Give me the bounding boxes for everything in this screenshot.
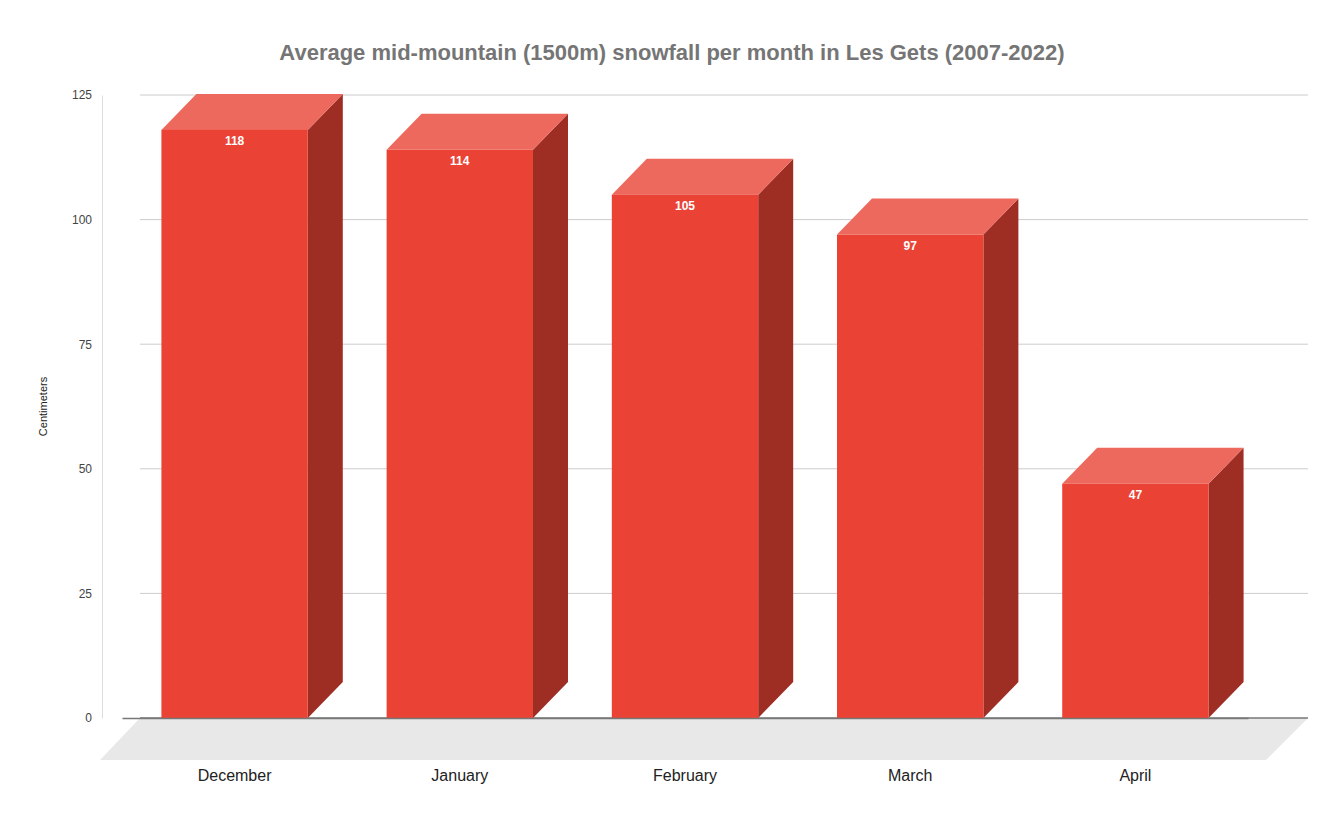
y-tick: 25 (79, 587, 102, 601)
bar (1062, 484, 1208, 718)
bar-top (837, 199, 1018, 235)
data-label: 105 (675, 199, 695, 213)
y-tick: 100 (72, 213, 102, 227)
data-label: 97 (904, 239, 918, 253)
y-tick: 75 (79, 338, 102, 352)
x-tick: April (1119, 718, 1151, 784)
data-labels: 118 114 105 97 47 (225, 134, 1142, 502)
x-tick: March (888, 718, 932, 784)
y-tick: 50 (79, 462, 102, 476)
y-tick-label: 25 (79, 587, 93, 601)
bar-top (161, 94, 342, 130)
bar-top (612, 159, 793, 195)
y-tick-label: 75 (79, 338, 93, 352)
bar-side (758, 159, 793, 718)
x-tick: February (653, 718, 717, 784)
chart-container: Average mid-mountain (1500m) snowfall pe… (0, 0, 1342, 821)
floor (100, 718, 1308, 760)
chart-svg: Average mid-mountain (1500m) snowfall pe… (0, 0, 1342, 821)
bar (612, 195, 758, 718)
x-axis-line (123, 718, 1249, 720)
y-axis-title: Centimeters (37, 376, 49, 436)
x-tick-label: January (431, 767, 488, 784)
bars (161, 94, 1243, 718)
bar-side (533, 114, 568, 718)
bar-side (308, 94, 343, 718)
x-tick-label: February (653, 767, 717, 784)
x-tick: December (198, 718, 272, 784)
y-tick-label: 50 (79, 462, 93, 476)
bar-side (983, 199, 1018, 718)
y-tick: 125 (72, 88, 102, 102)
bar-side (1209, 448, 1244, 718)
x-axis: December January February March April (123, 718, 1249, 784)
y-axis: 0 25 50 75 100 125 (72, 88, 103, 725)
y-tick-label: 100 (72, 213, 92, 227)
x-tick: January (431, 718, 488, 784)
data-label: 118 (225, 134, 245, 148)
bar (837, 235, 983, 718)
y-tick-label: 0 (85, 711, 92, 725)
bar (161, 130, 307, 718)
x-tick-label: December (198, 767, 272, 784)
x-tick-label: March (888, 767, 932, 784)
y-tick: 0 (85, 711, 102, 725)
x-tick-label: April (1119, 767, 1151, 784)
bar-top (1062, 448, 1243, 484)
y-axis-line (102, 96, 103, 719)
y-tick-label: 125 (72, 88, 92, 102)
bar-top (387, 114, 568, 150)
chart-title: Average mid-mountain (1500m) snowfall pe… (279, 40, 1064, 65)
data-label: 47 (1129, 488, 1143, 502)
bar (387, 150, 533, 718)
data-label: 114 (450, 154, 470, 168)
